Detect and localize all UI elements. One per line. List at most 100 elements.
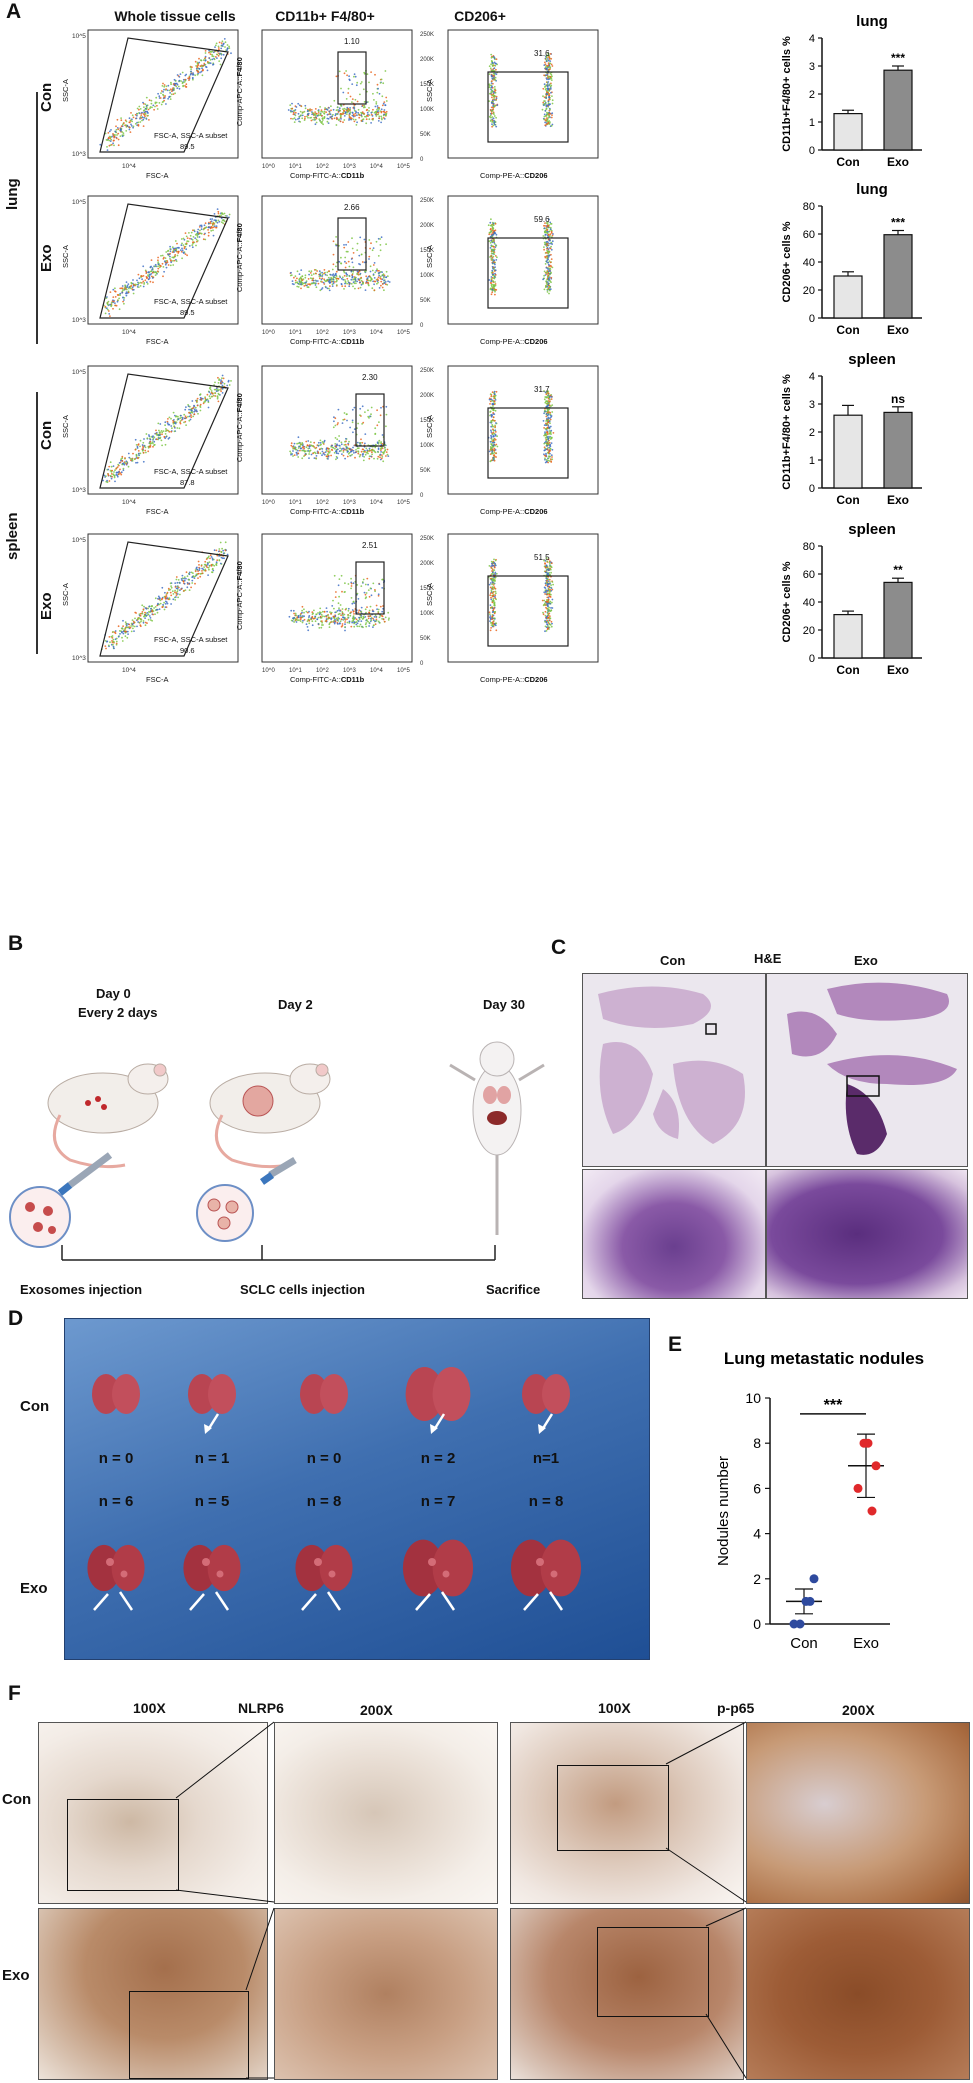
lung-count-exo: n = 6 (99, 1493, 134, 1510)
bar-con (833, 112, 863, 151)
tick-label: 0 (420, 661, 424, 667)
tick-label: 10^3 (72, 655, 86, 662)
gate-name-label: FSC-A, SSC-A subset (154, 131, 228, 140)
ihc-nlrp6-con-100x (38, 1722, 268, 1904)
tick-label: 200K (420, 393, 434, 399)
panel-label-c: C (551, 936, 567, 959)
ihc-mag-100x-right: 100X (598, 1700, 631, 1716)
tick-label: 250K (420, 198, 434, 204)
tick-label: 10^3 (72, 317, 86, 324)
timeline-step-exosomes: Exosomes injection (20, 1282, 143, 1297)
y-axis-label: CD11b+F4/80+ cells % (781, 36, 793, 152)
y-tick-label: 10 (745, 1390, 761, 1406)
cd206-gate-pct: 31.7 (534, 385, 550, 394)
ihc-pp65-con-100x (510, 1722, 744, 1904)
flow-plot-r3-c1: FSC-A, SSC-A subset 87.8 FSC-A SSC-A 10^4 10^… (61, 365, 239, 516)
he-stain-label: H&E (754, 951, 782, 966)
lung-row-label-exo: Exo (20, 1580, 48, 1597)
tick-label: 10^3 (72, 487, 86, 494)
x-tick-label: Con (790, 1635, 818, 1652)
y-tick-label: 0 (809, 145, 815, 157)
bar-chart-title: spleen (848, 521, 896, 538)
y-axis-label: SSC-A (425, 79, 434, 102)
tick-label: 10^5 (72, 33, 86, 40)
y-tick-label: 4 (809, 33, 815, 45)
he-exo-label: Exo (854, 953, 878, 968)
syringe-icon-2 (259, 1156, 297, 1185)
y-tick-label: 4 (809, 371, 815, 383)
significance-label: ns (891, 392, 905, 406)
he-con-label: Con (660, 953, 686, 968)
tick-label: 150K (420, 248, 434, 254)
lung-con-1: n = 0 n = 6 (92, 1374, 140, 1510)
bar-chart-1: lung 0 1 2 3 4 CD11b+F4/80+ cells % Con Exo *** (781, 13, 922, 169)
cd206-gate-pct: 31.6 (534, 49, 550, 58)
tick-label: 10^4 (370, 668, 383, 674)
ihc-nlrp6-exo-100x (38, 1908, 268, 2080)
y-axis-label: Comp-APC-A::F4/80 (235, 57, 244, 126)
gate-name-label: FSC-A, SSC-A subset (154, 635, 228, 644)
tick-label: 200K (420, 223, 434, 229)
bar-chart-4: spleen 0 20 40 60 80 CD206+ cells % Con Exo ** (781, 521, 922, 677)
y-axis-label: SSC-A (61, 415, 70, 438)
tick-label: 0 (420, 323, 424, 329)
whole-gate-pct: 89.5 (180, 308, 195, 317)
tick-label: 100K (420, 443, 434, 449)
bar-con (833, 613, 863, 659)
tick-label: 150K (420, 418, 434, 424)
dot-plot-group: Lung metastatic nodules 0 2 4 6 8 10 Nodules nu… (715, 1349, 924, 1652)
y-tick-label: 0 (809, 313, 815, 325)
significance-label: *** (891, 51, 905, 65)
y-tick-label: 40 (803, 597, 815, 609)
tick-label: 100K (420, 273, 434, 279)
tick-label: 10^3 (343, 330, 356, 336)
timeline-day30: Day 30 (483, 997, 525, 1012)
tick-label: 10^4 (370, 330, 383, 336)
significance-label: *** (824, 1397, 843, 1414)
ihc-marker-nlrp6: NLRP6 (238, 1700, 284, 1716)
cd11b-gate-pct: 2.66 (344, 203, 360, 212)
bar-con (833, 414, 863, 489)
tick-label: 10^5 (72, 537, 86, 544)
bar-con (833, 275, 863, 319)
gate-name-label: FSC-A, SSC-A subset (154, 467, 228, 476)
cd11b-gate-pct: 2.30 (362, 373, 378, 382)
x-axis-label: FSC-A (146, 171, 169, 180)
lung-row-label-con: Con (20, 1398, 50, 1415)
y-tick-label: 1 (809, 117, 815, 129)
lung-con-5: n=1 n = 8 (522, 1374, 570, 1510)
y-tick-label: 0 (809, 483, 815, 495)
rat-icon-1 (47, 1063, 169, 1169)
lung-count-exo: n = 7 (421, 1493, 456, 1510)
y-axis-label: SSC-A (61, 583, 70, 606)
tick-label: 10^1 (289, 330, 302, 336)
x-tick-label: Con (836, 323, 859, 337)
y-tick-label: 60 (803, 229, 815, 241)
he-con-overview (582, 973, 766, 1167)
y-tick-label: 20 (803, 625, 815, 637)
x-axis-label: Comp-FITC-A::CD11b (290, 675, 365, 684)
data-point (801, 1596, 811, 1606)
tick-label: 10^4 (370, 500, 383, 506)
bar-exo (883, 69, 913, 151)
lung-exo-2 (183, 1544, 241, 1611)
tick-label: 10^3 (343, 164, 356, 170)
y-tick-label: 8 (753, 1435, 761, 1451)
bar-chart-title: spleen (848, 351, 896, 368)
ihc-marker-p-p65: p-p65 (717, 1700, 755, 1716)
lung-con-2: n = 1 n = 5 (188, 1374, 236, 1510)
tick-label: 10^2 (316, 500, 329, 506)
tick-label: 10^3 (72, 151, 86, 158)
timeline-step-sacrifice: Sacrifice (486, 1282, 541, 1297)
lung-count-con: n = 2 (421, 1450, 456, 1467)
tick-label: 10^2 (316, 330, 329, 336)
tick-label: 10^3 (343, 500, 356, 506)
x-tick-label: Exo (887, 493, 909, 507)
tick-label: 10^5 (397, 330, 410, 336)
tick-label: 250K (420, 32, 434, 38)
y-axis-label: SSC-A (61, 245, 70, 268)
tick-label: 10^2 (316, 164, 329, 170)
